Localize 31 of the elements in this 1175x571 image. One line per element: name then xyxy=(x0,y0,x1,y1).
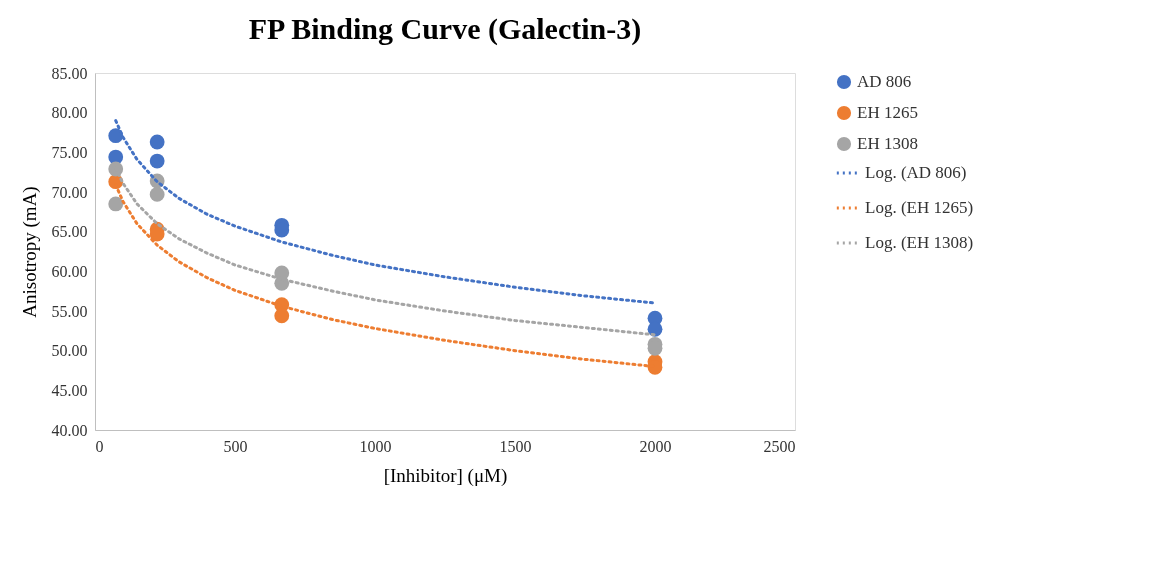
x-tick-label: 2500 xyxy=(763,437,796,455)
x-tick-label: 0 xyxy=(95,437,104,455)
chart-title: FP Binding Curve (Galectin-3) xyxy=(248,12,642,46)
point xyxy=(108,128,124,144)
y-tick-label: 80.00 xyxy=(51,104,88,122)
point xyxy=(274,308,290,324)
legend-label: Log. (EH 1265) xyxy=(865,198,974,217)
y-tick-label: 75.00 xyxy=(51,143,88,161)
y-tick-label: 40.00 xyxy=(51,421,88,439)
x-tick-label: 500 xyxy=(223,437,248,455)
x-axis-title: [Inhibitor] (μM) xyxy=(383,464,508,487)
y-tick-label: 65.00 xyxy=(51,223,88,241)
y-tick-label: 60.00 xyxy=(51,262,88,280)
y-axis-title: Anisotropy (mA) xyxy=(18,186,41,318)
y-tick-label: 70.00 xyxy=(51,183,88,201)
y-tick-label: 55.00 xyxy=(51,302,88,320)
x-tick-label: 2000 xyxy=(639,437,672,455)
point xyxy=(108,196,124,212)
y-tick-label: 45.00 xyxy=(51,381,88,399)
legend-label: Log. (EH 1308) xyxy=(865,233,974,252)
x-tick-label: 1000 xyxy=(359,437,392,455)
legend-label: Log. (AD 806) xyxy=(865,163,967,182)
point xyxy=(149,134,165,150)
y-tick-label: 50.00 xyxy=(51,342,88,360)
point xyxy=(149,186,165,202)
legend-label: EH 1265 xyxy=(857,103,918,122)
legend-label: EH 1308 xyxy=(857,134,918,153)
legend-label: AD 806 xyxy=(857,72,912,91)
x-tick-label: 1500 xyxy=(499,437,532,455)
point xyxy=(149,153,165,169)
y-tick-label: 85.00 xyxy=(51,64,88,82)
